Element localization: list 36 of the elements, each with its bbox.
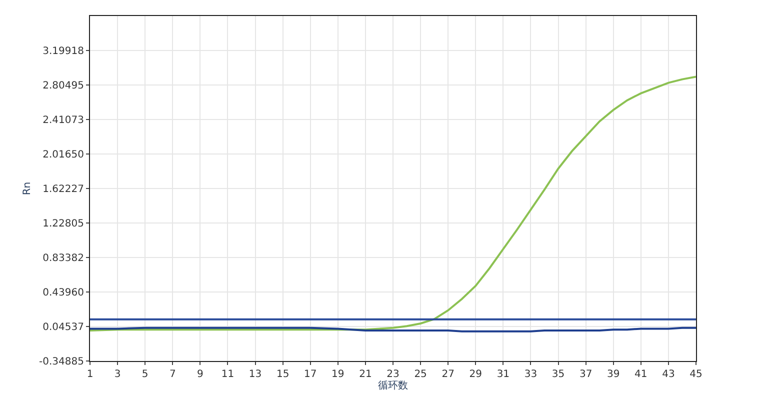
y-tick-label: 2.80495	[42, 80, 84, 92]
x-tick-label: 13	[248, 369, 262, 380]
y-tick-label: 1.22805	[42, 218, 84, 230]
y-tick-label: 0.43960	[42, 288, 84, 298]
x-tick-label: 31	[496, 369, 510, 380]
x-tick-label: 39	[606, 369, 620, 380]
x-tick-label: 7	[169, 369, 176, 380]
x-tick-label: 25	[414, 369, 427, 380]
x-tick-label: 15	[276, 369, 290, 380]
y-tick-label: 1.62227	[42, 184, 84, 195]
x-tick-label: 43	[662, 369, 675, 380]
x-tick-label: 27	[442, 369, 454, 380]
x-tick-label: 29	[469, 369, 482, 380]
x-axis-title: 循环数	[378, 380, 408, 392]
y-tick-label: 2.01650	[42, 150, 84, 160]
y-tick-label: 2.41073	[42, 115, 84, 126]
x-tick-label: 21	[359, 369, 372, 380]
y-tick-label: 3.19918	[42, 46, 84, 57]
x-tick-label: 37	[579, 369, 592, 380]
x-tick-label: 33	[524, 369, 538, 380]
x-tick-label: 19	[332, 369, 344, 380]
x-tick-label: 17	[304, 369, 317, 380]
x-tick-label: 35	[552, 369, 565, 380]
y-tick-label: 0.83382	[42, 253, 84, 264]
x-tick-label: 9	[196, 369, 204, 380]
x-tick-label: 1	[86, 369, 94, 380]
x-tick-label: 11	[221, 369, 234, 380]
y-tick-label: 0.04537	[42, 322, 84, 333]
x-tick-label: 5	[142, 369, 148, 380]
y-axis-title: Rn	[22, 182, 34, 196]
x-tick-label: 41	[634, 369, 648, 380]
x-tick-label: 23	[386, 369, 400, 380]
x-tick-label: 3	[114, 369, 121, 380]
line-series	[90, 76, 696, 332]
x-tick-label: 45	[690, 369, 702, 380]
y-tick-label: -0.34885	[39, 356, 84, 368]
